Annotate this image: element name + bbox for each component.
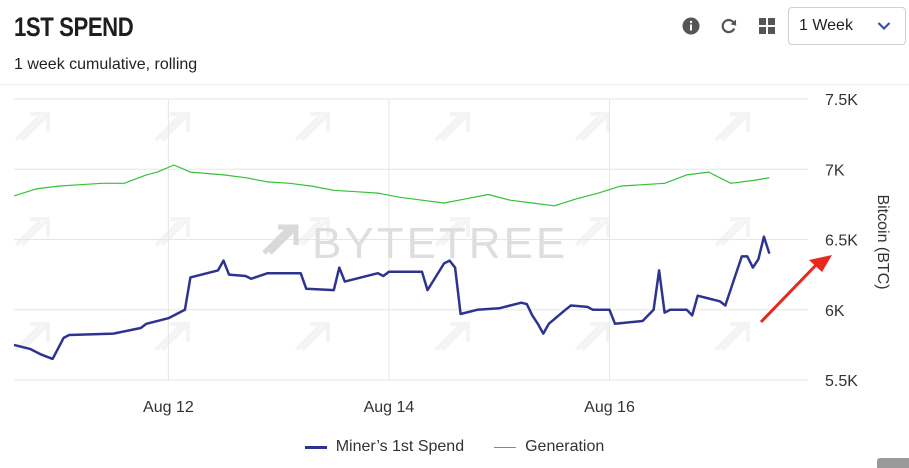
chart-axes: 5.5K 6K 6.5K 7K 7.5K Aug 12 Aug 14 Aug 16 xyxy=(143,92,858,416)
watermark-arrow-icon xyxy=(294,322,330,352)
page-subtitle: 1 week cumulative, rolling xyxy=(14,56,198,73)
watermark-arrow-icon xyxy=(714,112,750,142)
chart-legend: Miner’s 1st Spend Generation xyxy=(0,438,909,456)
range-select[interactable]: 1 Week xyxy=(788,7,906,45)
chart-series xyxy=(13,164,771,361)
info-icon[interactable] xyxy=(681,16,701,36)
series-line-miners-spend xyxy=(13,235,771,361)
refresh-icon[interactable] xyxy=(719,16,739,36)
series-line-generation xyxy=(13,164,770,207)
x-tick-label: Aug 16 xyxy=(584,399,635,416)
watermark-arrow-icon xyxy=(714,322,750,352)
watermark-arrow-icon xyxy=(14,112,50,142)
y-axis-label: Bitcoin (BTC) xyxy=(874,194,891,289)
watermark-arrow-icon xyxy=(574,322,610,352)
legend-label: Miner’s 1st Spend xyxy=(335,438,465,455)
scroll-corner[interactable] xyxy=(877,458,909,468)
y-tick-label: 5.5K xyxy=(825,373,858,390)
watermark-arrow-icon xyxy=(574,112,610,142)
page-title: 1ST SPEND xyxy=(14,12,134,42)
watermark-arrow-icon xyxy=(574,217,610,247)
watermark-arrow-icon xyxy=(154,217,190,247)
watermark-pattern xyxy=(14,112,750,352)
watermark-arrow-icon xyxy=(154,112,190,142)
legend-item-generation[interactable]: Generation xyxy=(494,438,604,456)
watermark-text: BYTETREE xyxy=(312,219,568,268)
watermark-arrow-icon xyxy=(154,322,190,352)
watermark-arrow-icon xyxy=(262,224,299,255)
chevron-down-icon xyxy=(877,18,891,36)
watermark-logo: BYTETREE xyxy=(262,219,568,268)
y-tick-label: 6.5K xyxy=(825,233,858,250)
legend-swatch xyxy=(494,446,517,448)
x-tick-label: Aug 12 xyxy=(143,399,194,416)
watermark-arrow-icon xyxy=(294,112,330,142)
y-tick-label: 7.5K xyxy=(825,92,858,109)
chart-grid xyxy=(14,98,808,381)
x-tick-label: Aug 14 xyxy=(364,399,415,416)
y-tick-label: 6K xyxy=(825,303,845,320)
range-select-value: 1 Week xyxy=(799,17,853,34)
watermark-arrow-icon xyxy=(434,217,470,247)
legend-swatch xyxy=(304,445,327,449)
header-divider xyxy=(0,84,909,85)
watermark-arrow-icon xyxy=(714,217,750,247)
watermark-arrow-icon xyxy=(14,217,50,247)
watermark-arrow-icon xyxy=(434,322,470,352)
legend-item-miners-spend[interactable]: Miner’s 1st Spend xyxy=(304,438,465,456)
annotation-arrow xyxy=(759,255,832,324)
legend-label: Generation xyxy=(525,438,605,455)
grid-icon[interactable] xyxy=(757,16,777,36)
watermark-arrow-icon xyxy=(294,217,330,247)
watermark-arrow-icon xyxy=(434,112,470,142)
y-tick-label: 7K xyxy=(825,162,845,179)
